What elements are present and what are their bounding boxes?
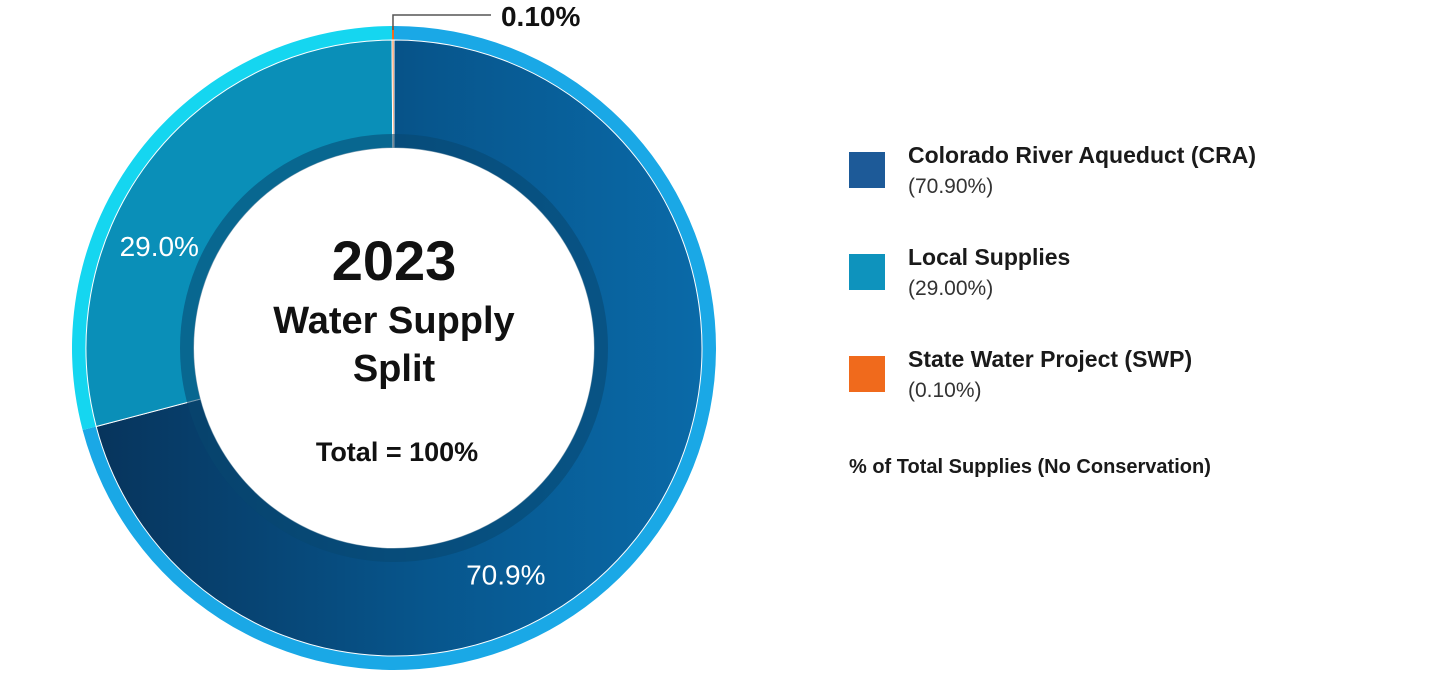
- legend-label-local: Local Supplies: [908, 244, 1071, 270]
- legend: Colorado River Aqueduct (CRA) (70.90%) L…: [849, 138, 1409, 444]
- slice-label-cra: 70.9%: [466, 560, 545, 591]
- legend-swatch-cra: [849, 152, 885, 188]
- legend-item-local: Local Supplies (29.00%): [849, 240, 1409, 342]
- legend-item-cra: Colorado River Aqueduct (CRA) (70.90%): [849, 138, 1409, 240]
- legend-label-swp: State Water Project (SWP): [908, 346, 1193, 372]
- legend-label-cra: Colorado River Aqueduct (CRA): [908, 142, 1256, 168]
- legend-value-swp: (0.10%): [908, 379, 982, 402]
- slice-label-local: 29.0%: [120, 231, 199, 262]
- legend-swatch-local: [849, 254, 885, 290]
- slice-label-swp: 0.10%: [501, 1, 580, 32]
- legend-value-cra: (70.90%): [908, 175, 994, 198]
- legend-swatch-swp: [849, 356, 885, 392]
- center-title-line1: Water Supply: [273, 300, 514, 342]
- legend-item-swp: State Water Project (SWP) (0.10%): [849, 342, 1409, 444]
- legend-value-local: (29.00%): [908, 277, 994, 300]
- callout-line-swp: [392, 14, 491, 31]
- slice-swp: [391, 39, 395, 149]
- center-total: Total = 100%: [316, 437, 478, 467]
- labels-layer: 70.9% 29.0% 0.10%: [120, 1, 581, 591]
- center-year: 2023: [332, 229, 457, 292]
- legend-note: % of Total Supplies (No Conservation): [849, 456, 1211, 478]
- center-hole: [194, 148, 594, 548]
- center-title-line2: Split: [353, 348, 436, 390]
